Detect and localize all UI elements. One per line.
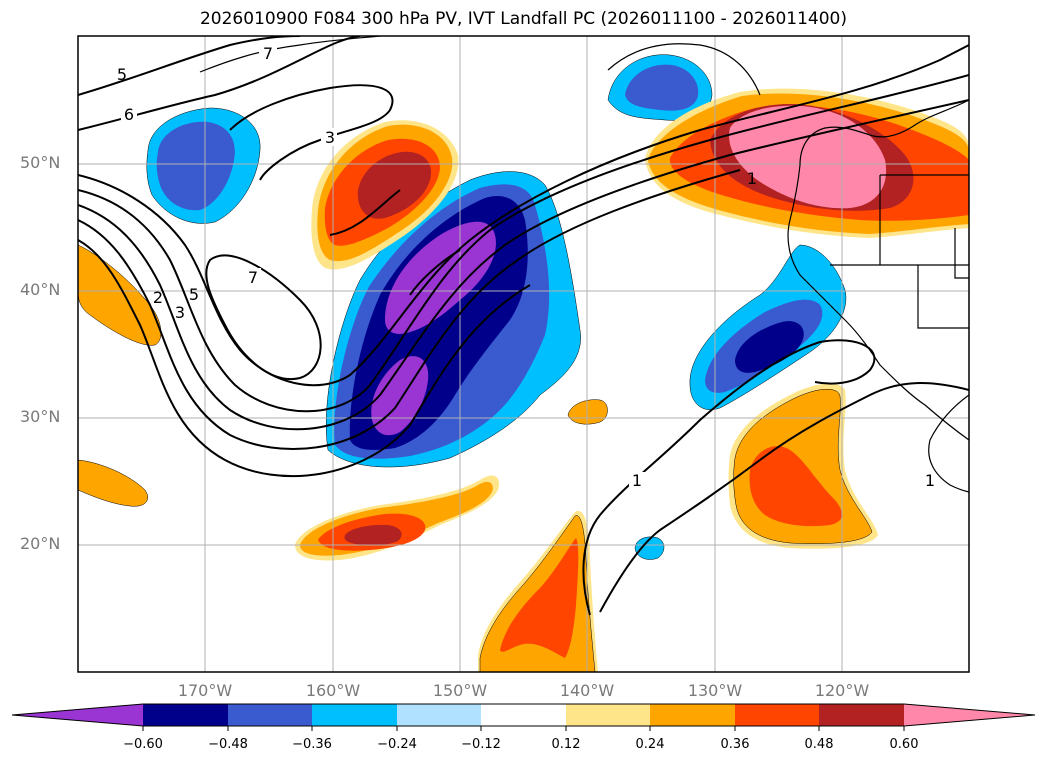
colorbar-tick-label: −0.60 bbox=[123, 737, 163, 752]
longitude-label: 120°W bbox=[814, 681, 870, 700]
colorbar-tick-label: 0.48 bbox=[804, 737, 834, 752]
neg-region-gulf-of-alaska-inner bbox=[625, 64, 699, 111]
colorbar-tick-label: −0.12 bbox=[461, 737, 501, 752]
contour-label: 1 bbox=[632, 471, 642, 490]
latitude-label: 50°N bbox=[20, 153, 61, 172]
contour-label: 1 bbox=[747, 169, 757, 188]
colorbar-swatch bbox=[228, 704, 312, 726]
pos-region-southeast-red bbox=[749, 446, 842, 527]
colorbar bbox=[11, 703, 1036, 731]
colorbar-swatch bbox=[735, 704, 819, 726]
colorbar-tick-label: 0.24 bbox=[635, 737, 665, 752]
graticule bbox=[78, 36, 969, 672]
neg-region-central-core-south bbox=[371, 356, 429, 436]
contour-label: 7 bbox=[263, 44, 273, 63]
longitude-label: 170°W bbox=[177, 681, 233, 700]
pv-contour-labels: 7 6 5 3 7 2 3 5 1 1 1 bbox=[117, 44, 935, 490]
pv-contours bbox=[78, 36, 969, 616]
pos-region-west-edge bbox=[78, 244, 162, 346]
longitude-label: 140°W bbox=[559, 681, 615, 700]
pos-region-small-central bbox=[567, 399, 608, 425]
colorbar-swatch bbox=[143, 704, 228, 726]
colorbar-swatch bbox=[312, 704, 397, 726]
contour-label: 6 bbox=[124, 105, 134, 124]
ivt-shading-layer bbox=[78, 54, 969, 672]
pos-region-south-tongue-red bbox=[500, 538, 579, 658]
longitude-label: 130°W bbox=[687, 681, 743, 700]
colorbar-tick-label: −0.36 bbox=[292, 737, 332, 752]
colorbar-swatch bbox=[566, 704, 650, 726]
colorbar-tick-label: −0.48 bbox=[208, 737, 248, 752]
longitude-label: 160°W bbox=[305, 681, 361, 700]
contour-label: 5 bbox=[189, 285, 199, 304]
contour-label: 1 bbox=[925, 471, 935, 490]
neg-region-north-pacific-inner bbox=[156, 121, 235, 211]
longitude-label: 150°W bbox=[432, 681, 488, 700]
latitude-label: 40°N bbox=[20, 280, 61, 299]
colorbar-swatch bbox=[819, 704, 904, 726]
map-frame bbox=[77, 35, 970, 673]
pos-region-pacific-northwest-pink bbox=[729, 105, 887, 209]
pos-region-north-central-darkred bbox=[357, 151, 432, 219]
colorbar-extend-low bbox=[12, 704, 143, 726]
neg-region-california-offshore-core bbox=[735, 321, 804, 373]
pos-region-hawaii-core bbox=[344, 524, 402, 546]
map-title: 2026010900 F084 300 hPa PV, IVT Landfall… bbox=[199, 9, 847, 29]
contour-label: 2 bbox=[153, 288, 163, 307]
colorbar-tick-label: −0.24 bbox=[377, 737, 417, 752]
contour-label: 5 bbox=[117, 65, 127, 84]
colorbar-tick-label: 0.60 bbox=[889, 737, 919, 752]
pos-region-southwest-edge bbox=[78, 459, 148, 507]
contour-label: 3 bbox=[325, 128, 335, 147]
colorbar-tick-label: 0.12 bbox=[551, 737, 581, 752]
neg-region-small-south bbox=[634, 536, 665, 560]
colorbar-tick-label: 0.36 bbox=[720, 737, 750, 752]
coastlines bbox=[199, 36, 969, 493]
latitude-label: 20°N bbox=[20, 534, 61, 553]
latitude-label: 30°N bbox=[20, 407, 61, 426]
colorbar-swatch bbox=[481, 704, 566, 726]
colorbar-swatch bbox=[397, 704, 481, 726]
contour-label: 3 bbox=[175, 303, 185, 322]
colorbar-swatch bbox=[650, 704, 735, 726]
contour-label: 7 bbox=[248, 268, 258, 287]
colorbar-extend-high bbox=[904, 704, 1035, 726]
